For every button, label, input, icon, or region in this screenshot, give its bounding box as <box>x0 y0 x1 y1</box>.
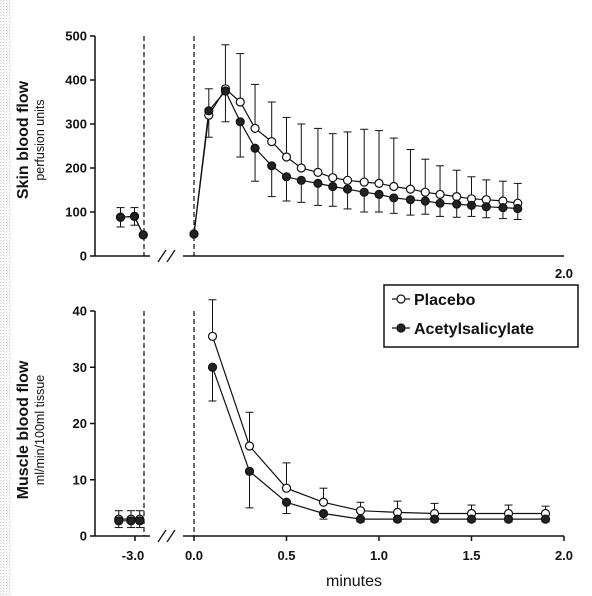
y-axis-label: Skin blood flow <box>15 80 32 199</box>
legend-swatch-marker <box>396 323 406 333</box>
legend-label: Placebo <box>414 292 476 309</box>
y-tick-label: 0 <box>80 529 87 544</box>
data-point-placebo <box>281 152 292 162</box>
data-point-acetylsalicylate <box>359 187 369 197</box>
data-point-acetylsalicylate <box>296 175 306 185</box>
x-tick-label: 1.0 <box>370 548 388 563</box>
baseline-point-acetylsalicylate <box>114 516 124 526</box>
data-point-placebo <box>355 506 366 516</box>
x-tick-label-baseline: -3.0 <box>122 548 144 563</box>
skin-blood-flow-panel: 0 100 200 300 400 500 2.0 Skin blood flow perfus… <box>15 29 573 282</box>
data-point-placebo <box>452 192 462 202</box>
y-tick-label: 40 <box>73 304 87 319</box>
data-point-acetylsalicylate <box>435 198 445 208</box>
y-axis-sublabel: ml/min/100ml tissue <box>33 375 47 485</box>
data-point-acetylsalicylate <box>466 514 477 524</box>
data-point-placebo <box>318 497 329 507</box>
data-point-acetylsalicylate <box>540 514 551 524</box>
data-point-acetylsalicylate <box>481 202 491 212</box>
baseline-point-acetylsalicylate <box>129 211 140 221</box>
data-point-acetylsalicylate <box>328 181 338 192</box>
baseline-point-acetylsalicylate <box>138 230 148 240</box>
y-tick-label: 0 <box>80 249 87 264</box>
y-tick-label: 20 <box>73 416 87 431</box>
y-tick-label: 30 <box>73 360 87 375</box>
data-point-acetylsalicylate <box>207 362 218 372</box>
data-point-acetylsalicylate <box>503 514 514 524</box>
data-point-placebo <box>235 97 245 107</box>
series-line-placebo <box>211 336 546 515</box>
data-point-acetylsalicylate <box>313 178 323 188</box>
data-point-acetylsalicylate <box>244 466 255 476</box>
data-point-acetylsalicylate <box>389 193 399 203</box>
x-tick-label: 2.0 <box>555 266 573 281</box>
data-point-placebo <box>420 187 430 197</box>
x-tick-label: 0.0 <box>185 548 203 563</box>
data-point-placebo <box>342 175 353 185</box>
data-point-acetylsalicylate <box>281 497 292 507</box>
y-tick-label: 100 <box>65 205 87 220</box>
data-point-acetylsalicylate <box>420 196 430 206</box>
data-point-placebo <box>250 123 260 133</box>
y-axis-sublabel: perfusion units <box>33 99 47 180</box>
legend-box <box>383 284 579 348</box>
axis-break-mark <box>157 529 176 543</box>
data-point-placebo <box>435 189 445 199</box>
data-point-placebo <box>374 178 384 188</box>
data-point-acetylsalicylate <box>281 172 292 182</box>
x-tick-label: 0.5 <box>277 548 295 563</box>
stipple-margin <box>0 0 12 596</box>
y-tick-label: 200 <box>65 161 87 176</box>
data-point-acetylsalicylate <box>220 86 231 96</box>
data-point-acetylsalicylate <box>204 106 214 116</box>
legend-label: Acetylsalicylate <box>414 321 534 338</box>
data-point-acetylsalicylate <box>405 195 416 205</box>
data-point-placebo <box>267 137 277 147</box>
data-point-acetylsalicylate <box>250 143 260 153</box>
series-line-acetylsalicylate <box>193 89 518 235</box>
y-tick-label: 400 <box>65 73 87 88</box>
data-point-acetylsalicylate <box>355 514 366 524</box>
data-point-placebo <box>405 184 416 194</box>
legend: Placebo Acetylsalicylate <box>383 284 579 348</box>
data-point-acetylsalicylate <box>429 514 440 524</box>
series-line-placebo <box>193 87 518 235</box>
y-tick-label: 300 <box>65 117 87 132</box>
x-tick-label: 2.0 <box>555 548 573 563</box>
data-point-placebo <box>207 331 218 341</box>
data-point-placebo <box>296 163 306 173</box>
data-point-placebo <box>389 181 399 192</box>
baseline-point-acetylsalicylate <box>115 212 126 222</box>
x-tick-label: 1.5 <box>462 548 480 563</box>
y-tick-label: 10 <box>73 472 87 487</box>
data-point-acetylsalicylate <box>235 117 245 127</box>
data-point-placebo <box>328 173 338 183</box>
data-point-placebo <box>244 441 255 451</box>
data-point-acetylsalicylate <box>342 184 353 194</box>
y-axis-label: Muscle blood flow <box>15 360 32 499</box>
data-point-placebo <box>281 483 292 493</box>
data-point-acetylsalicylate <box>267 161 277 171</box>
data-point-acetylsalicylate <box>513 203 523 214</box>
data-point-acetylsalicylate <box>452 199 462 209</box>
legend-swatch-marker <box>396 294 406 304</box>
series-line-acetylsalicylate <box>211 367 546 520</box>
baseline-point-acetylsalicylate <box>126 516 136 526</box>
baseline-point-acetylsalicylate <box>135 516 145 526</box>
data-point-acetylsalicylate <box>318 508 329 519</box>
x-axis-label: minutes <box>326 573 382 590</box>
data-point-placebo <box>313 167 323 177</box>
y-tick-label: 500 <box>65 29 87 44</box>
axis-break-mark <box>157 249 176 263</box>
data-point-acetylsalicylate <box>392 514 403 524</box>
data-point-acetylsalicylate <box>374 189 384 199</box>
data-point-acetylsalicylate <box>498 203 508 213</box>
data-point-placebo <box>359 177 369 187</box>
muscle-blood-flow-panel: 0 10 20 30 40 0.0 0.5 1.0 1.5 2.0 -3.0 Muscle blood… <box>15 299 573 563</box>
data-point-acetylsalicylate <box>466 200 477 210</box>
data-point-acetylsalicylate <box>189 229 199 239</box>
